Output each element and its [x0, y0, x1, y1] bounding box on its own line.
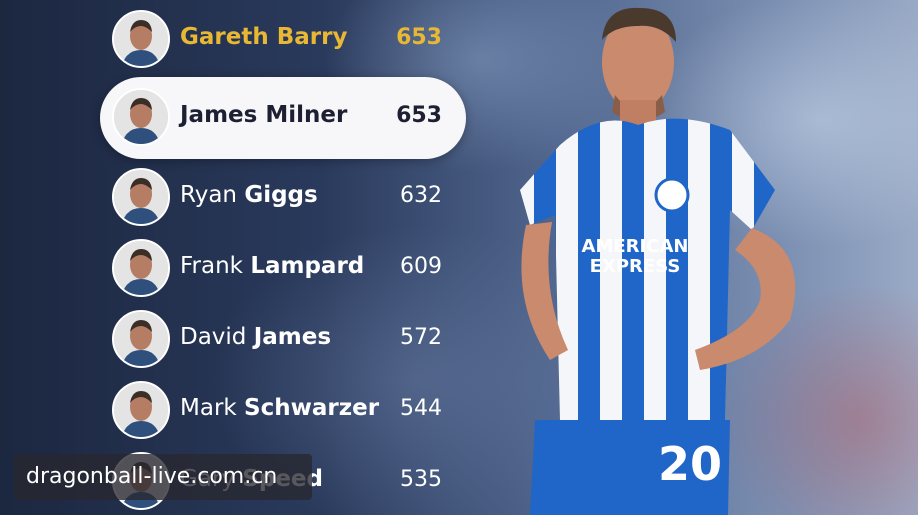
avatar-face: [114, 241, 168, 295]
first-name: Gareth: [180, 24, 269, 50]
first-name: David: [180, 324, 247, 350]
avatar-face: [114, 170, 168, 224]
last-name: Milner: [265, 102, 348, 128]
leaderboard-row: James Milner 653: [0, 82, 470, 152]
first-name: Ryan: [180, 182, 238, 208]
last-name: Giggs: [244, 182, 318, 208]
leaderboard-row: Ryan Giggs 632: [0, 162, 470, 232]
appearances: 572: [400, 325, 442, 350]
shirt-number: 20: [658, 437, 722, 491]
appearances: 544: [400, 396, 442, 421]
appearances: 653: [396, 103, 442, 128]
avatar-face: [114, 312, 168, 366]
player-avatar: [112, 10, 170, 68]
leaderboard-row: Frank Lampard 609: [0, 233, 470, 303]
last-name: Barry: [276, 24, 348, 50]
leaderboard-row: Mark Schwarzer 544: [0, 375, 470, 445]
leaderboard-row: Gareth Barry 653: [0, 4, 470, 74]
player-name: Mark Schwarzer: [180, 395, 379, 421]
first-name: James: [180, 102, 258, 128]
first-name: Frank: [180, 253, 244, 279]
first-name: Mark: [180, 395, 237, 421]
jersey-sponsor: AMERICAN: [582, 236, 689, 257]
appearances: 632: [400, 183, 442, 208]
player-avatar: [112, 239, 170, 297]
player-name: Ryan Giggs: [180, 182, 318, 208]
last-name: Schwarzer: [244, 395, 380, 421]
watermark: dragonball-live.com.cn: [14, 454, 312, 500]
player-photo: AMERICAN EXPRESS 20: [520, 7, 796, 515]
avatar-face: [114, 12, 168, 66]
player-name: Frank Lampard: [180, 253, 364, 279]
jersey-sponsor: EXPRESS: [590, 256, 681, 277]
player-name: David James: [180, 324, 331, 350]
appearances: 535: [400, 467, 442, 492]
last-name: James: [253, 324, 332, 350]
avatar-face: [114, 383, 168, 437]
appearances: 653: [396, 25, 442, 50]
avatar-face: [114, 90, 168, 144]
last-name: Lampard: [250, 253, 365, 279]
appearances: 609: [400, 254, 442, 279]
player-name: Gareth Barry: [180, 24, 347, 50]
player-avatar: [112, 88, 170, 146]
player-avatar: [112, 381, 170, 439]
leaderboard-row: David James 572: [0, 304, 470, 374]
player-name: James Milner: [180, 102, 347, 128]
player-avatar: [112, 168, 170, 226]
player-avatar: [112, 310, 170, 368]
